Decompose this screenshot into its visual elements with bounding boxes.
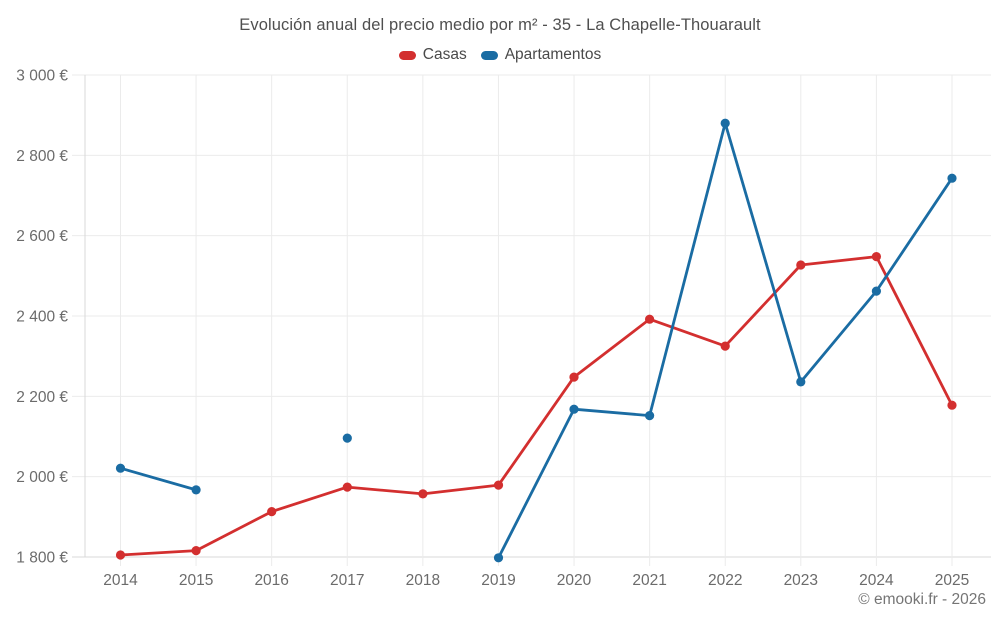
point-apartamentos-2019[interactable] (493, 553, 504, 563)
point-casas-2015[interactable] (191, 546, 201, 556)
point-casas-2017[interactable] (342, 482, 352, 492)
chart-legend: Casas Apartamentos (0, 46, 1000, 64)
x-axis-label-2020: 2020 (557, 572, 592, 589)
point-casas-2021[interactable] (645, 314, 655, 324)
legend-label-casas: Casas (422, 46, 467, 63)
point-apartamentos-2020[interactable] (569, 404, 579, 414)
point-casas-2023[interactable] (796, 260, 806, 270)
copyright-text: © emooki.fr - 2026 (858, 591, 986, 608)
point-apartamentos-2021[interactable] (645, 411, 655, 421)
series-line-apartamentos (119, 466, 198, 492)
y-axis-label-2400: 2 400 € (16, 309, 68, 326)
y-axis-label-3000: 3 000 € (16, 68, 68, 85)
x-axis-label-2016: 2016 (254, 572, 288, 589)
x-axis-label-2015: 2015 (179, 572, 213, 589)
point-apartamentos-2014[interactable] (115, 463, 126, 473)
point-casas-2019[interactable] (493, 480, 504, 490)
x-axis-label-2014: 2014 (103, 572, 138, 589)
x-axis-label-2021: 2021 (632, 572, 666, 589)
x-axis-label-2025: 2025 (935, 572, 969, 589)
y-axis-label-2800: 2 800 € (16, 148, 68, 165)
legend-label-apartamentos: Apartamentos (504, 46, 602, 63)
x-axis-label-2019: 2019 (481, 572, 515, 589)
y-axis-label-2200: 2 200 € (16, 389, 68, 406)
point-apartamentos-2017[interactable] (342, 433, 352, 443)
point-apartamentos-2023[interactable] (796, 377, 806, 387)
point-apartamentos-2025[interactable] (947, 173, 957, 183)
point-casas-2024[interactable] (871, 252, 882, 262)
point-apartamentos-2015[interactable] (191, 485, 201, 495)
point-apartamentos-2024[interactable] (871, 286, 882, 296)
point-casas-2014[interactable] (115, 550, 126, 560)
series-apartamentos (115, 118, 957, 563)
x-axis-label-2022: 2022 (708, 572, 742, 589)
legend-swatch-apartamentos (480, 50, 498, 60)
x-axis-label-2023: 2023 (784, 572, 818, 589)
point-casas-2016[interactable] (267, 507, 277, 517)
y-axis-label-1800: 1 800 € (16, 550, 68, 567)
x-axis-label-2017: 2017 (330, 572, 364, 589)
point-casas-2018[interactable] (418, 489, 428, 499)
series-casas (115, 252, 957, 560)
y-axis-label-2600: 2 600 € (16, 228, 68, 245)
point-casas-2025[interactable] (947, 400, 957, 410)
point-casas-2020[interactable] (569, 372, 579, 382)
series-line-casas (119, 255, 954, 557)
legend-item-apartamentos[interactable]: Apartamentos (480, 46, 602, 64)
x-axis-label-2018: 2018 (406, 572, 440, 589)
point-apartamentos-2022[interactable] (720, 118, 730, 128)
legend-item-casas[interactable]: Casas (398, 46, 467, 64)
y-axis-label-2000: 2 000 € (16, 469, 68, 486)
point-casas-2022[interactable] (720, 341, 730, 351)
legend-swatch-casas (398, 50, 416, 60)
chart-title: Evolución anual del precio medio por m² … (239, 16, 761, 34)
x-axis-label-2024: 2024 (859, 572, 894, 589)
